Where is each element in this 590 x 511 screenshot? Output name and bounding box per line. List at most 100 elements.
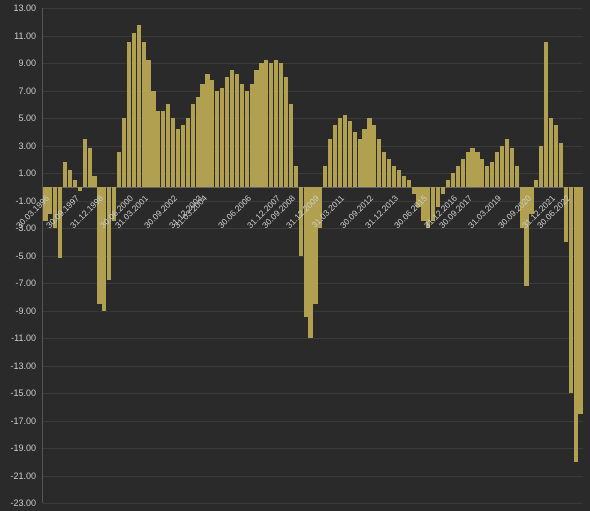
bar — [372, 125, 376, 187]
bar — [63, 162, 67, 187]
bar — [569, 187, 573, 393]
y-tick-label: -7.00 — [0, 278, 36, 288]
bar — [240, 84, 244, 187]
bar — [397, 170, 401, 187]
bar — [402, 176, 406, 187]
bar — [151, 91, 155, 187]
bar — [186, 118, 190, 187]
gridline — [43, 338, 583, 339]
bar — [171, 118, 175, 187]
bar — [235, 74, 239, 187]
bar — [480, 159, 484, 187]
y-tick-label: 1.00 — [0, 168, 36, 178]
y-tick-label: 5.00 — [0, 113, 36, 123]
bar — [142, 42, 146, 186]
bar — [196, 97, 200, 186]
y-tick-label: -13.00 — [0, 361, 36, 371]
bar — [392, 166, 396, 187]
bar — [200, 84, 204, 187]
bar — [181, 125, 185, 187]
bar — [146, 60, 150, 187]
bar — [83, 139, 87, 187]
bar — [362, 129, 366, 187]
bar — [279, 63, 283, 187]
bar — [102, 187, 106, 311]
bar — [358, 139, 362, 187]
bar — [156, 111, 160, 187]
y-tick-label: -11.00 — [0, 333, 36, 343]
bar — [137, 25, 141, 187]
bar — [289, 104, 293, 187]
bar — [225, 77, 229, 187]
gridline — [43, 366, 583, 367]
y-tick-label: 7.00 — [0, 86, 36, 96]
gridline — [43, 8, 583, 9]
y-tick-label: 11.00 — [0, 31, 36, 41]
bar — [230, 70, 234, 187]
bar — [284, 77, 288, 187]
bar — [245, 91, 249, 187]
bar — [549, 118, 553, 187]
bar — [353, 132, 357, 187]
bar — [161, 111, 165, 187]
bar — [215, 91, 219, 187]
y-tick-label: 9.00 — [0, 58, 36, 68]
bar — [461, 159, 465, 187]
bar — [387, 159, 391, 187]
bar — [559, 143, 563, 187]
bar — [510, 148, 514, 187]
bar — [274, 60, 278, 187]
y-tick-label: -15.00 — [0, 388, 36, 398]
bar — [382, 152, 386, 186]
bar — [58, 187, 62, 259]
gridline — [43, 503, 583, 504]
y-tick-label: -9.00 — [0, 306, 36, 316]
bar — [269, 63, 273, 187]
gridline — [43, 311, 583, 312]
bar — [412, 187, 416, 194]
bar — [407, 180, 411, 187]
bar — [470, 148, 474, 187]
bar — [338, 118, 342, 187]
bar — [254, 70, 258, 187]
bar — [441, 187, 445, 194]
bar — [466, 152, 470, 186]
y-tick-label: 13.00 — [0, 3, 36, 13]
bar — [210, 80, 214, 187]
bar — [343, 115, 347, 187]
bar — [544, 42, 548, 186]
bar — [333, 125, 337, 187]
bar — [451, 173, 455, 187]
bar — [505, 139, 509, 187]
y-tick-label: -23.00 — [0, 498, 36, 508]
bar — [323, 166, 327, 187]
bar — [500, 146, 504, 187]
bar — [92, 176, 96, 187]
y-tick-label: -21.00 — [0, 471, 36, 481]
bar — [166, 104, 170, 187]
bar — [554, 125, 558, 187]
bar — [250, 84, 254, 187]
bar — [456, 166, 460, 187]
y-tick-label: -19.00 — [0, 443, 36, 453]
bar — [127, 42, 131, 186]
bar — [475, 152, 479, 186]
bar — [205, 74, 209, 187]
bar — [377, 139, 381, 187]
y-tick-label: -17.00 — [0, 416, 36, 426]
gridline — [43, 421, 583, 422]
bar — [367, 118, 371, 187]
bar — [348, 121, 352, 187]
bar — [294, 166, 298, 187]
bar — [88, 148, 92, 187]
plot-area — [42, 8, 583, 503]
gridline — [43, 91, 583, 92]
bar — [264, 60, 268, 187]
bar — [132, 33, 136, 187]
bar — [117, 152, 121, 186]
bar — [68, 170, 72, 187]
bar — [495, 152, 499, 186]
bar — [328, 139, 332, 187]
bar — [515, 166, 519, 187]
bar — [578, 187, 582, 414]
